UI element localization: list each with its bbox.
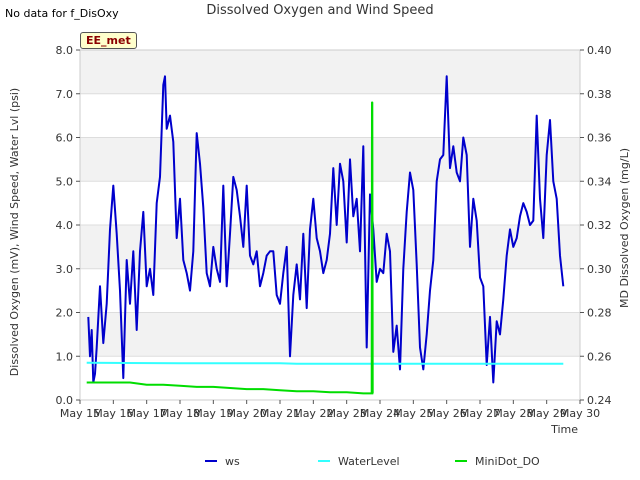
chart-title: Dissolved Oxygen and Wind Speed [206,3,434,18]
legend-label-ws: ws [225,455,240,468]
x-tick-label: May 20 [227,407,267,420]
y2-tick-label: 0.40 [587,44,612,57]
x-tick-label: May 22 [293,407,333,420]
y2-tick-label: 0.36 [587,132,612,145]
y-tick-label: 5.0 [56,175,74,188]
y2-axis-label: MD Dissolved Oxygen (mg/L) [618,148,631,308]
y2-tick-label: 0.38 [587,88,612,101]
x-tick-label: May 18 [160,407,200,420]
y2-tick-label: 0.28 [587,307,612,320]
y-tick-label: 1.0 [56,350,74,363]
y-tick-label: 0.0 [56,394,74,407]
grid-band [80,50,580,94]
x-tick-label: May 24 [360,407,400,420]
y-axis-label: Dissolved Oxygen (mV), Wind Speed, Water… [8,88,21,376]
legend-label-MiniDot_DO: MiniDot_DO [475,455,540,468]
y2-tick-label: 0.30 [587,263,612,276]
series-line-ws [87,75,565,384]
y2-tick-label: 0.32 [587,219,612,232]
x-tick-label: May 30 [560,407,600,420]
x-tick-label: May 19 [193,407,233,420]
x-axis-label: Time [550,423,578,436]
x-tick-label: May 25 [393,407,433,420]
x-tick-label: May 16 [93,407,133,420]
x-tick-label: May 21 [260,407,300,420]
x-tick-label: May 15 [60,407,100,420]
y-tick-label: 3.0 [56,263,74,276]
y-tick-label: 4.0 [56,219,74,232]
y2-tick-label: 0.34 [587,175,612,188]
x-tick-label: May 23 [327,407,367,420]
y-tick-label: 6.0 [56,132,74,145]
x-tick-label: May 26 [427,407,467,420]
x-tick-label: May 27 [460,407,500,420]
legend-label-WaterLevel: WaterLevel [338,455,400,468]
y-tick-label: 2.0 [56,307,74,320]
no-data-note: No data for f_DisOxy [5,7,119,20]
y-tick-label: 7.0 [56,88,74,101]
y2-tick-label: 0.24 [587,394,612,407]
station-badge: EE_met [80,32,137,49]
grid-band [80,312,580,357]
y2-tick-label: 0.26 [587,350,612,363]
x-tick-label: May 28 [493,407,533,420]
y-tick-label: 8.0 [56,44,74,57]
grid-band [80,137,580,182]
x-tick-label: May 29 [527,407,567,420]
series-line-WaterLevel [86,361,564,365]
series-line-MiniDot_DO [86,101,374,395]
x-tick-label: May 17 [127,407,167,420]
